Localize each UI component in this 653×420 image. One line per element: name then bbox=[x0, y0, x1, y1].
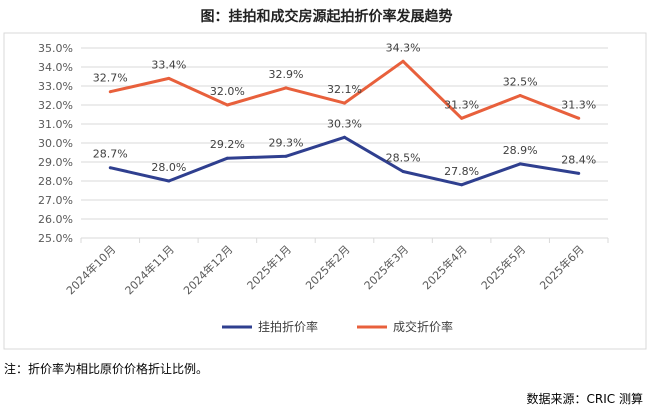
y-tick-label: 35.0% bbox=[38, 42, 73, 55]
x-tick-label: 2025年1月 bbox=[244, 242, 294, 292]
x-tick-label: 2025年3月 bbox=[361, 242, 411, 292]
data-label: 32.0% bbox=[210, 85, 245, 98]
y-tick-label: 31.0% bbox=[38, 118, 73, 131]
data-label: 32.5% bbox=[503, 76, 538, 89]
y-tick-label: 32.0% bbox=[38, 99, 73, 112]
data-point bbox=[108, 90, 112, 94]
chart-title: 图：挂拍和成交房源起拍折价率发展趋势 bbox=[200, 9, 453, 25]
data-label: 28.9% bbox=[503, 144, 538, 157]
footnote: 注：折价率为相比原价价格折让比例。 bbox=[4, 362, 209, 376]
x-tick-label: 2025年5月 bbox=[478, 242, 528, 292]
data-label: 32.7% bbox=[93, 72, 128, 85]
data-point bbox=[225, 156, 229, 160]
data-point bbox=[343, 135, 346, 139]
data-point bbox=[577, 116, 581, 120]
data-point bbox=[518, 162, 522, 166]
data-point bbox=[577, 171, 581, 175]
data-point bbox=[343, 101, 346, 105]
data-label: 28.5% bbox=[386, 152, 421, 165]
data-point bbox=[518, 94, 522, 97]
y-tick-label: 30.0% bbox=[38, 137, 73, 150]
data-label: 32.9% bbox=[268, 68, 303, 81]
data-label: 33.4% bbox=[151, 58, 186, 71]
data-point bbox=[401, 59, 405, 63]
data-label: 34.3% bbox=[386, 41, 421, 54]
data-point bbox=[284, 86, 288, 90]
x-tick-label: 2024年10月 bbox=[63, 242, 118, 297]
data-point bbox=[460, 183, 464, 187]
data-point bbox=[284, 154, 288, 158]
data-label: 28.0% bbox=[151, 161, 186, 174]
y-tick-label: 34.0% bbox=[38, 61, 73, 74]
data-point bbox=[401, 170, 405, 173]
legend-label: 挂拍折价率 bbox=[258, 319, 318, 334]
y-tick-label: 27.0% bbox=[38, 194, 73, 207]
data-label: 28.7% bbox=[93, 148, 128, 161]
x-tick-label: 2025年4月 bbox=[420, 242, 470, 292]
data-label: 31.3% bbox=[561, 98, 596, 111]
x-tick-label: 2025年2月 bbox=[302, 242, 352, 292]
x-tick-label: 2024年12月 bbox=[180, 242, 235, 297]
y-tick-label: 28.0% bbox=[38, 175, 73, 188]
data-label: 30.3% bbox=[327, 117, 362, 130]
data-label: 29.2% bbox=[210, 138, 245, 151]
x-tick-label: 2024年11月 bbox=[122, 242, 177, 297]
data-label: 29.3% bbox=[268, 136, 303, 149]
data-source: 数据来源：CRIC 测算 bbox=[526, 392, 643, 406]
data-label: 27.8% bbox=[444, 165, 479, 178]
x-tick-label: 2025年6月 bbox=[537, 242, 587, 292]
chart-border bbox=[3, 32, 647, 350]
data-point bbox=[225, 103, 229, 107]
y-tick-label: 26.0% bbox=[38, 213, 73, 226]
data-point bbox=[460, 116, 464, 120]
y-tick-label: 25.0% bbox=[38, 232, 73, 245]
data-label: 28.4% bbox=[561, 153, 596, 166]
data-label: 31.3% bbox=[444, 98, 479, 111]
data-point bbox=[167, 179, 171, 183]
legend-label: 成交折价率 bbox=[393, 319, 453, 334]
data-label: 32.1% bbox=[327, 83, 362, 96]
data-point bbox=[108, 166, 112, 170]
y-tick-label: 29.0% bbox=[38, 156, 73, 169]
data-point bbox=[167, 76, 171, 80]
y-tick-label: 33.0% bbox=[38, 80, 73, 93]
